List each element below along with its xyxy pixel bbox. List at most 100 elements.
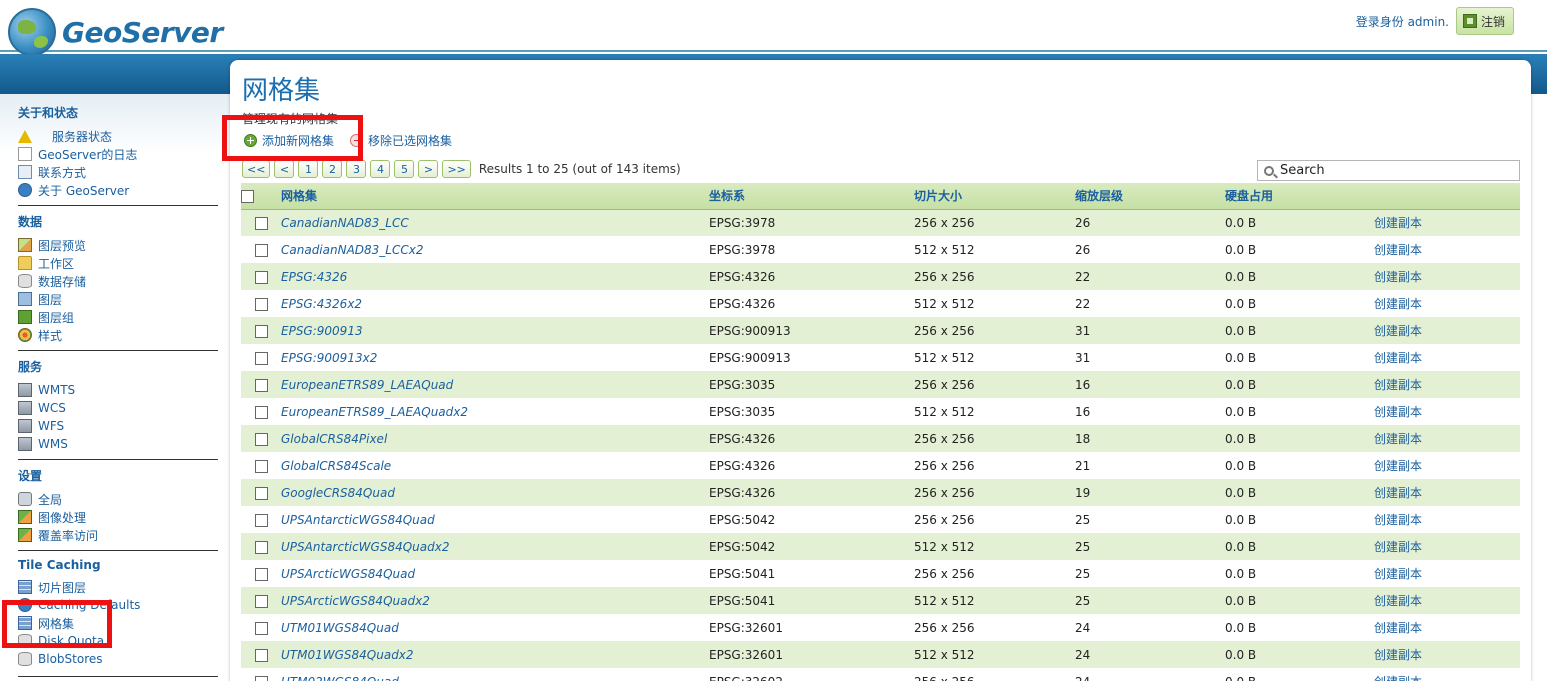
search-input[interactable]: Search	[1280, 163, 1325, 178]
sidebar-item-about[interactable]: 关于 GeoServer	[18, 181, 218, 199]
sidebar-item-image-processing[interactable]: 图像处理	[18, 508, 218, 526]
pager-page-2[interactable]: 2	[322, 160, 343, 178]
create-copy-link[interactable]: 创建副本	[1374, 540, 1423, 554]
create-copy-link[interactable]: 创建副本	[1374, 432, 1423, 446]
create-copy-link[interactable]: 创建副本	[1374, 486, 1423, 500]
sidebar-item-workspaces[interactable]: 工作区	[18, 254, 218, 272]
sidebar-item-global[interactable]: 全局	[18, 490, 218, 508]
create-copy-link[interactable]: 创建副本	[1374, 297, 1423, 311]
create-copy-link[interactable]: 创建副本	[1374, 675, 1422, 681]
create-copy-link[interactable]: 创建副本	[1374, 324, 1423, 338]
create-copy-link[interactable]: 创建副本	[1374, 648, 1423, 662]
logout-button[interactable]: 注销	[1455, 7, 1514, 35]
sidebar-item-wcs[interactable]: WCS	[18, 399, 218, 417]
row-checkbox[interactable]	[254, 648, 268, 662]
sidebar-item-styles[interactable]: 样式	[18, 326, 218, 344]
sidebar-item-layer-preview[interactable]: 图层预览	[18, 236, 218, 254]
row-checkbox[interactable]	[254, 351, 268, 365]
gridset-name-link[interactable]: UPSArcticWGS84Quadx2	[281, 593, 430, 608]
pager-page-3[interactable]: 3	[346, 160, 367, 178]
add-gridset-link[interactable]: 添加新网格集	[244, 132, 334, 149]
sidebar-item-geoserver-log[interactable]: GeoServer的日志	[18, 145, 218, 163]
row-checkbox[interactable]	[254, 324, 268, 338]
row-checkbox[interactable]	[254, 378, 268, 392]
gridset-name-link[interactable]: GoogleCRS84Quad	[281, 485, 395, 500]
column-header-gridset[interactable]: 网格集	[281, 183, 709, 210]
create-copy-link[interactable]: 创建副本	[1374, 621, 1423, 635]
row-checkbox[interactable]	[254, 675, 268, 681]
row-checkbox[interactable]	[254, 486, 268, 500]
sidebar-item-layers[interactable]: 图层	[18, 290, 218, 308]
gridset-name-link[interactable]: UTM01WGS84Quadx2	[281, 647, 414, 662]
sidebar-item-wmts[interactable]: WMTS	[18, 381, 218, 399]
sidebar-item-stores[interactable]: 数据存储	[18, 272, 218, 290]
pager-next-button[interactable]: >	[418, 160, 439, 178]
tile-size-cell: 256 x 256	[914, 560, 1075, 587]
gridset-name-link[interactable]: UPSAntarcticWGS84Quad	[281, 512, 435, 527]
create-copy-link[interactable]: 创建副本	[1374, 405, 1423, 419]
select-all-checkbox[interactable]	[241, 189, 254, 203]
pager-last-button[interactable]: >>	[442, 160, 471, 178]
column-header-disk-usage[interactable]: 硬盘占用	[1225, 183, 1374, 210]
column-header-zoom-levels[interactable]: 缩放层级	[1075, 183, 1225, 210]
sidebar-section-settings: 设置 全局 图像处理 覆盖率访问	[18, 467, 218, 544]
column-header-tile-size[interactable]: 切片大小	[914, 183, 1075, 210]
create-copy-link[interactable]: 创建副本	[1374, 270, 1423, 284]
create-copy-link[interactable]: 创建副本	[1374, 567, 1423, 581]
sidebar-item-contact[interactable]: 联系方式	[18, 163, 218, 181]
sidebar-item-tile-layers[interactable]: 切片图层	[18, 578, 218, 596]
gridset-name-link[interactable]: EPSG:4326	[281, 269, 348, 284]
row-checkbox[interactable]	[254, 459, 268, 473]
pager-first-button[interactable]: <<	[242, 160, 271, 178]
crs-cell: EPSG:4326	[709, 263, 914, 290]
row-checkbox[interactable]	[254, 567, 268, 581]
sidebar-item-blobstores[interactable]: BlobStores	[18, 650, 218, 668]
gridset-name-link[interactable]: EuropeanETRS89_LAEAQuad	[281, 377, 454, 392]
row-checkbox[interactable]	[254, 243, 268, 257]
gridset-name-link[interactable]: EPSG:900913	[281, 323, 363, 338]
pager-page-1[interactable]: 1	[298, 160, 319, 178]
pager-page-5[interactable]: 5	[394, 160, 415, 178]
create-copy-link[interactable]: 创建副本	[1374, 216, 1423, 231]
row-checkbox[interactable]	[254, 270, 268, 284]
create-copy-link[interactable]: 创建副本	[1374, 351, 1423, 365]
row-checkbox[interactable]	[254, 621, 268, 635]
row-checkbox[interactable]	[254, 432, 268, 446]
geoserver-logo[interactable]: GeoServer	[8, 8, 223, 56]
gridset-name-link[interactable]: EPSG:900913x2	[281, 350, 378, 365]
gridset-name-link[interactable]: UTM02WGS84Quad	[281, 675, 399, 681]
create-copy-link[interactable]: 创建副本	[1374, 243, 1423, 257]
sidebar-item-wms[interactable]: WMS	[18, 435, 218, 453]
create-copy-link[interactable]: 创建副本	[1374, 378, 1423, 392]
gridset-name-link[interactable]: CanadianNAD83_LCCx2	[281, 242, 424, 257]
sidebar-item-server-status[interactable]: 服务器状态	[18, 127, 218, 145]
create-copy-link[interactable]: 创建副本	[1374, 594, 1423, 608]
row-checkbox[interactable]	[254, 216, 268, 230]
sidebar-item-gridsets[interactable]: 网格集	[18, 614, 218, 632]
sidebar-item-layer-groups[interactable]: 图层组	[18, 308, 218, 326]
row-checkbox[interactable]	[254, 297, 268, 311]
gridset-name-link[interactable]: EuropeanETRS89_LAEAQuadx2	[281, 404, 469, 419]
gridset-name-link[interactable]: UPSAntarcticWGS84Quadx2	[281, 539, 450, 554]
sidebar-item-coverage-access[interactable]: 覆盖率访问	[18, 526, 218, 544]
row-checkbox[interactable]	[254, 540, 268, 554]
gridset-name-link[interactable]: UTM01WGS84Quad	[281, 620, 399, 635]
search-box[interactable]: Search	[1257, 160, 1520, 181]
gridset-name-link[interactable]: UPSArcticWGS84Quad	[281, 566, 416, 581]
row-checkbox[interactable]	[254, 513, 268, 527]
gridset-name-link[interactable]: CanadianNAD83_LCC	[281, 215, 409, 230]
image-icon	[18, 528, 32, 542]
gridset-name-link[interactable]: GlobalCRS84Pixel	[281, 431, 388, 446]
gridset-name-link[interactable]: EPSG:4326x2	[281, 296, 363, 311]
gridset-name-link[interactable]: GlobalCRS84Scale	[281, 458, 392, 473]
table-row: UPSAntarcticWGS84Quad EPSG:5042 256 x 256 2…	[241, 506, 1520, 533]
create-copy-link[interactable]: 创建副本	[1374, 513, 1423, 527]
create-copy-link[interactable]: 创建副本	[1374, 459, 1423, 473]
row-checkbox[interactable]	[254, 594, 268, 608]
row-checkbox[interactable]	[254, 405, 268, 419]
remove-gridset-link[interactable]: 移除已选网格集	[350, 132, 452, 149]
pager-prev-button[interactable]: <	[274, 160, 295, 178]
column-header-crs[interactable]: 坐标系	[709, 183, 914, 210]
pager-page-4[interactable]: 4	[370, 160, 391, 178]
sidebar-item-wfs[interactable]: WFS	[18, 417, 218, 435]
